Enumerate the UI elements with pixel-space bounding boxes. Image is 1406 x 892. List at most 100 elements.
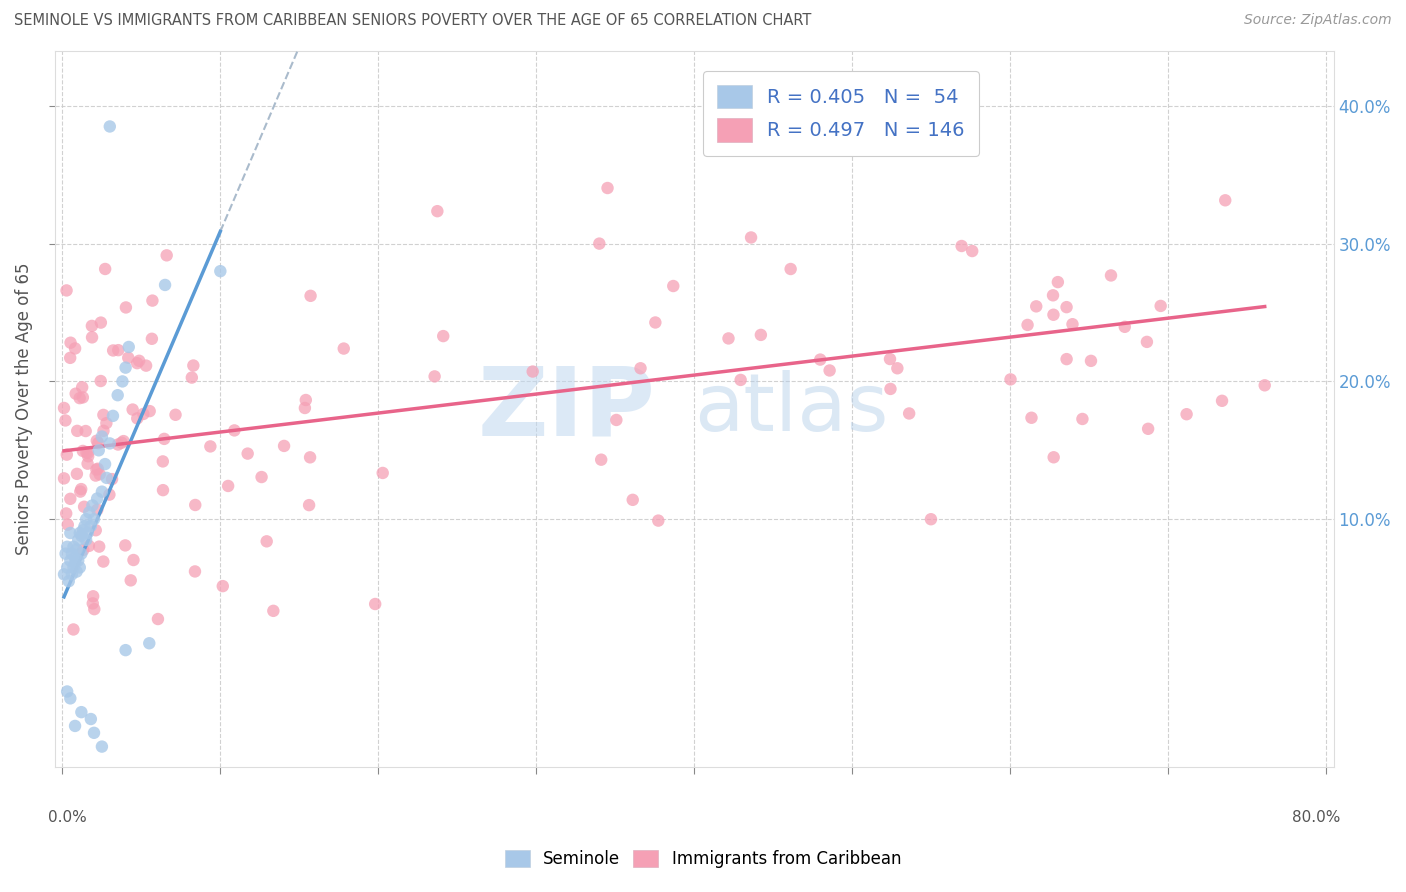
Point: [818, 363, 841, 377]
Point: [93, 408, 115, 422]
Point: [121, 402, 143, 417]
Point: [56, 560, 79, 574]
Point: [82, 499, 104, 513]
Point: [114, 643, 136, 657]
Point: [59, 335, 82, 350]
Point: [371, 466, 394, 480]
Point: [779, 262, 801, 277]
Point: [294, 401, 316, 415]
Point: [740, 230, 762, 244]
Point: [898, 407, 921, 421]
Point: [1254, 378, 1277, 392]
Point: [948, 135, 970, 149]
Point: [53, 471, 76, 485]
Point: [101, 472, 124, 486]
Point: [115, 301, 138, 315]
Point: [114, 360, 136, 375]
Point: [63, 719, 86, 733]
Point: [647, 514, 669, 528]
Point: [1136, 334, 1159, 349]
Point: [886, 361, 908, 376]
Point: [211, 579, 233, 593]
Point: [53, 401, 76, 415]
Point: [55, 284, 77, 298]
Legend: R = 0.405   N =  54, R = 0.497   N = 146: R = 0.405 N = 54, R = 0.497 N = 146: [703, 71, 979, 155]
Point: [84, 523, 107, 537]
Point: [77, 505, 100, 519]
Point: [1056, 300, 1078, 314]
Point: [70, 482, 93, 496]
Text: Source: ZipAtlas.com: Source: ZipAtlas.com: [1244, 13, 1392, 28]
Point: [70, 705, 93, 719]
Point: [65, 386, 87, 401]
Point: [1062, 317, 1084, 331]
Point: [879, 352, 901, 367]
Point: [920, 512, 942, 526]
Point: [86, 491, 108, 506]
Point: [1175, 407, 1198, 421]
Point: [1071, 412, 1094, 426]
Point: [236, 447, 259, 461]
Point: [111, 435, 134, 450]
Point: [644, 316, 666, 330]
Point: [879, 382, 901, 396]
Point: [156, 248, 179, 262]
Point: [180, 370, 202, 384]
Point: [60, 547, 83, 561]
Point: [1056, 352, 1078, 367]
Point: [1021, 410, 1043, 425]
Point: [56, 540, 79, 554]
Point: [56, 517, 79, 532]
Point: [67, 533, 90, 547]
Point: [72, 391, 94, 405]
Point: [117, 351, 139, 365]
Point: [90, 374, 112, 388]
Point: [60, 567, 83, 582]
Point: [63, 342, 86, 356]
Point: [96, 416, 118, 430]
Text: 0.0%: 0.0%: [48, 810, 87, 825]
Point: [55, 507, 77, 521]
Point: [184, 565, 207, 579]
Point: [138, 636, 160, 650]
Point: [91, 555, 114, 569]
Point: [83, 602, 105, 616]
Point: [1017, 318, 1039, 332]
Point: [84, 468, 107, 483]
Point: [662, 279, 685, 293]
Point: [135, 359, 157, 373]
Point: [1080, 354, 1102, 368]
Point: [72, 444, 94, 458]
Point: [273, 439, 295, 453]
Point: [83, 512, 105, 526]
Point: [58, 574, 80, 589]
Point: [299, 289, 322, 303]
Point: [69, 526, 91, 541]
Point: [298, 498, 321, 512]
Point: [127, 411, 149, 425]
Point: [66, 542, 89, 557]
Point: [83, 726, 105, 740]
Point: [66, 467, 89, 481]
Point: [1150, 299, 1173, 313]
Point: [77, 539, 100, 553]
Point: [114, 538, 136, 552]
Point: [59, 526, 82, 541]
Point: [111, 375, 134, 389]
Point: [153, 432, 176, 446]
Point: [80, 330, 103, 344]
Point: [55, 413, 77, 427]
Legend: Seminole, Immigrants from Caribbean: Seminole, Immigrants from Caribbean: [498, 843, 908, 875]
Point: [70, 547, 93, 561]
Point: [80, 712, 103, 726]
Point: [90, 429, 112, 443]
Point: [94, 262, 117, 277]
Point: [217, 479, 239, 493]
Point: [98, 436, 121, 450]
Point: [146, 612, 169, 626]
Point: [90, 316, 112, 330]
Point: [69, 560, 91, 574]
Point: [86, 502, 108, 516]
Point: [165, 408, 187, 422]
Point: [59, 691, 82, 706]
